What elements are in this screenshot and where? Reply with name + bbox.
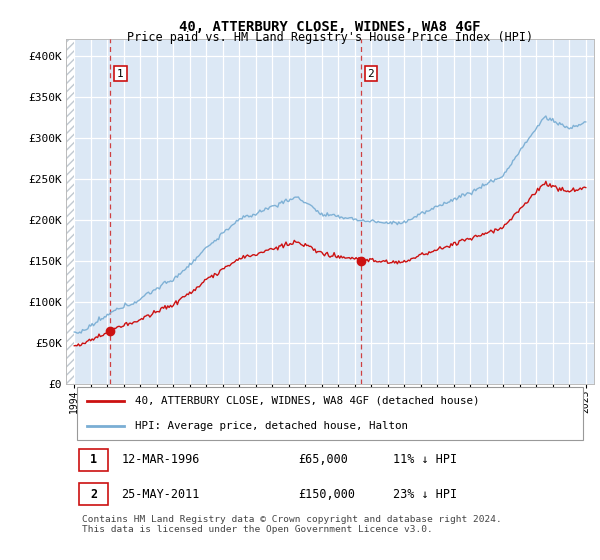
Text: 2: 2 [368,69,374,79]
Text: £65,000: £65,000 [298,454,348,466]
Text: 12-MAR-1996: 12-MAR-1996 [121,454,200,466]
Text: Price paid vs. HM Land Registry's House Price Index (HPI): Price paid vs. HM Land Registry's House … [127,31,533,44]
Text: 23% ↓ HPI: 23% ↓ HPI [394,488,457,501]
Text: HPI: Average price, detached house, Halton: HPI: Average price, detached house, Halt… [134,421,407,431]
FancyBboxPatch shape [79,449,108,471]
FancyBboxPatch shape [79,483,108,506]
FancyBboxPatch shape [77,386,583,440]
Text: 40, ATTERBURY CLOSE, WIDNES, WA8 4GF: 40, ATTERBURY CLOSE, WIDNES, WA8 4GF [179,20,481,34]
Text: 25-MAY-2011: 25-MAY-2011 [121,488,200,501]
Text: 11% ↓ HPI: 11% ↓ HPI [394,454,457,466]
Text: 2: 2 [90,488,97,501]
Text: Contains HM Land Registry data © Crown copyright and database right 2024.
This d: Contains HM Land Registry data © Crown c… [82,515,502,534]
Text: 1: 1 [90,454,97,466]
Text: 1: 1 [117,69,124,79]
Text: £150,000: £150,000 [298,488,355,501]
Text: 40, ATTERBURY CLOSE, WIDNES, WA8 4GF (detached house): 40, ATTERBURY CLOSE, WIDNES, WA8 4GF (de… [134,395,479,405]
Bar [66,39,74,384]
